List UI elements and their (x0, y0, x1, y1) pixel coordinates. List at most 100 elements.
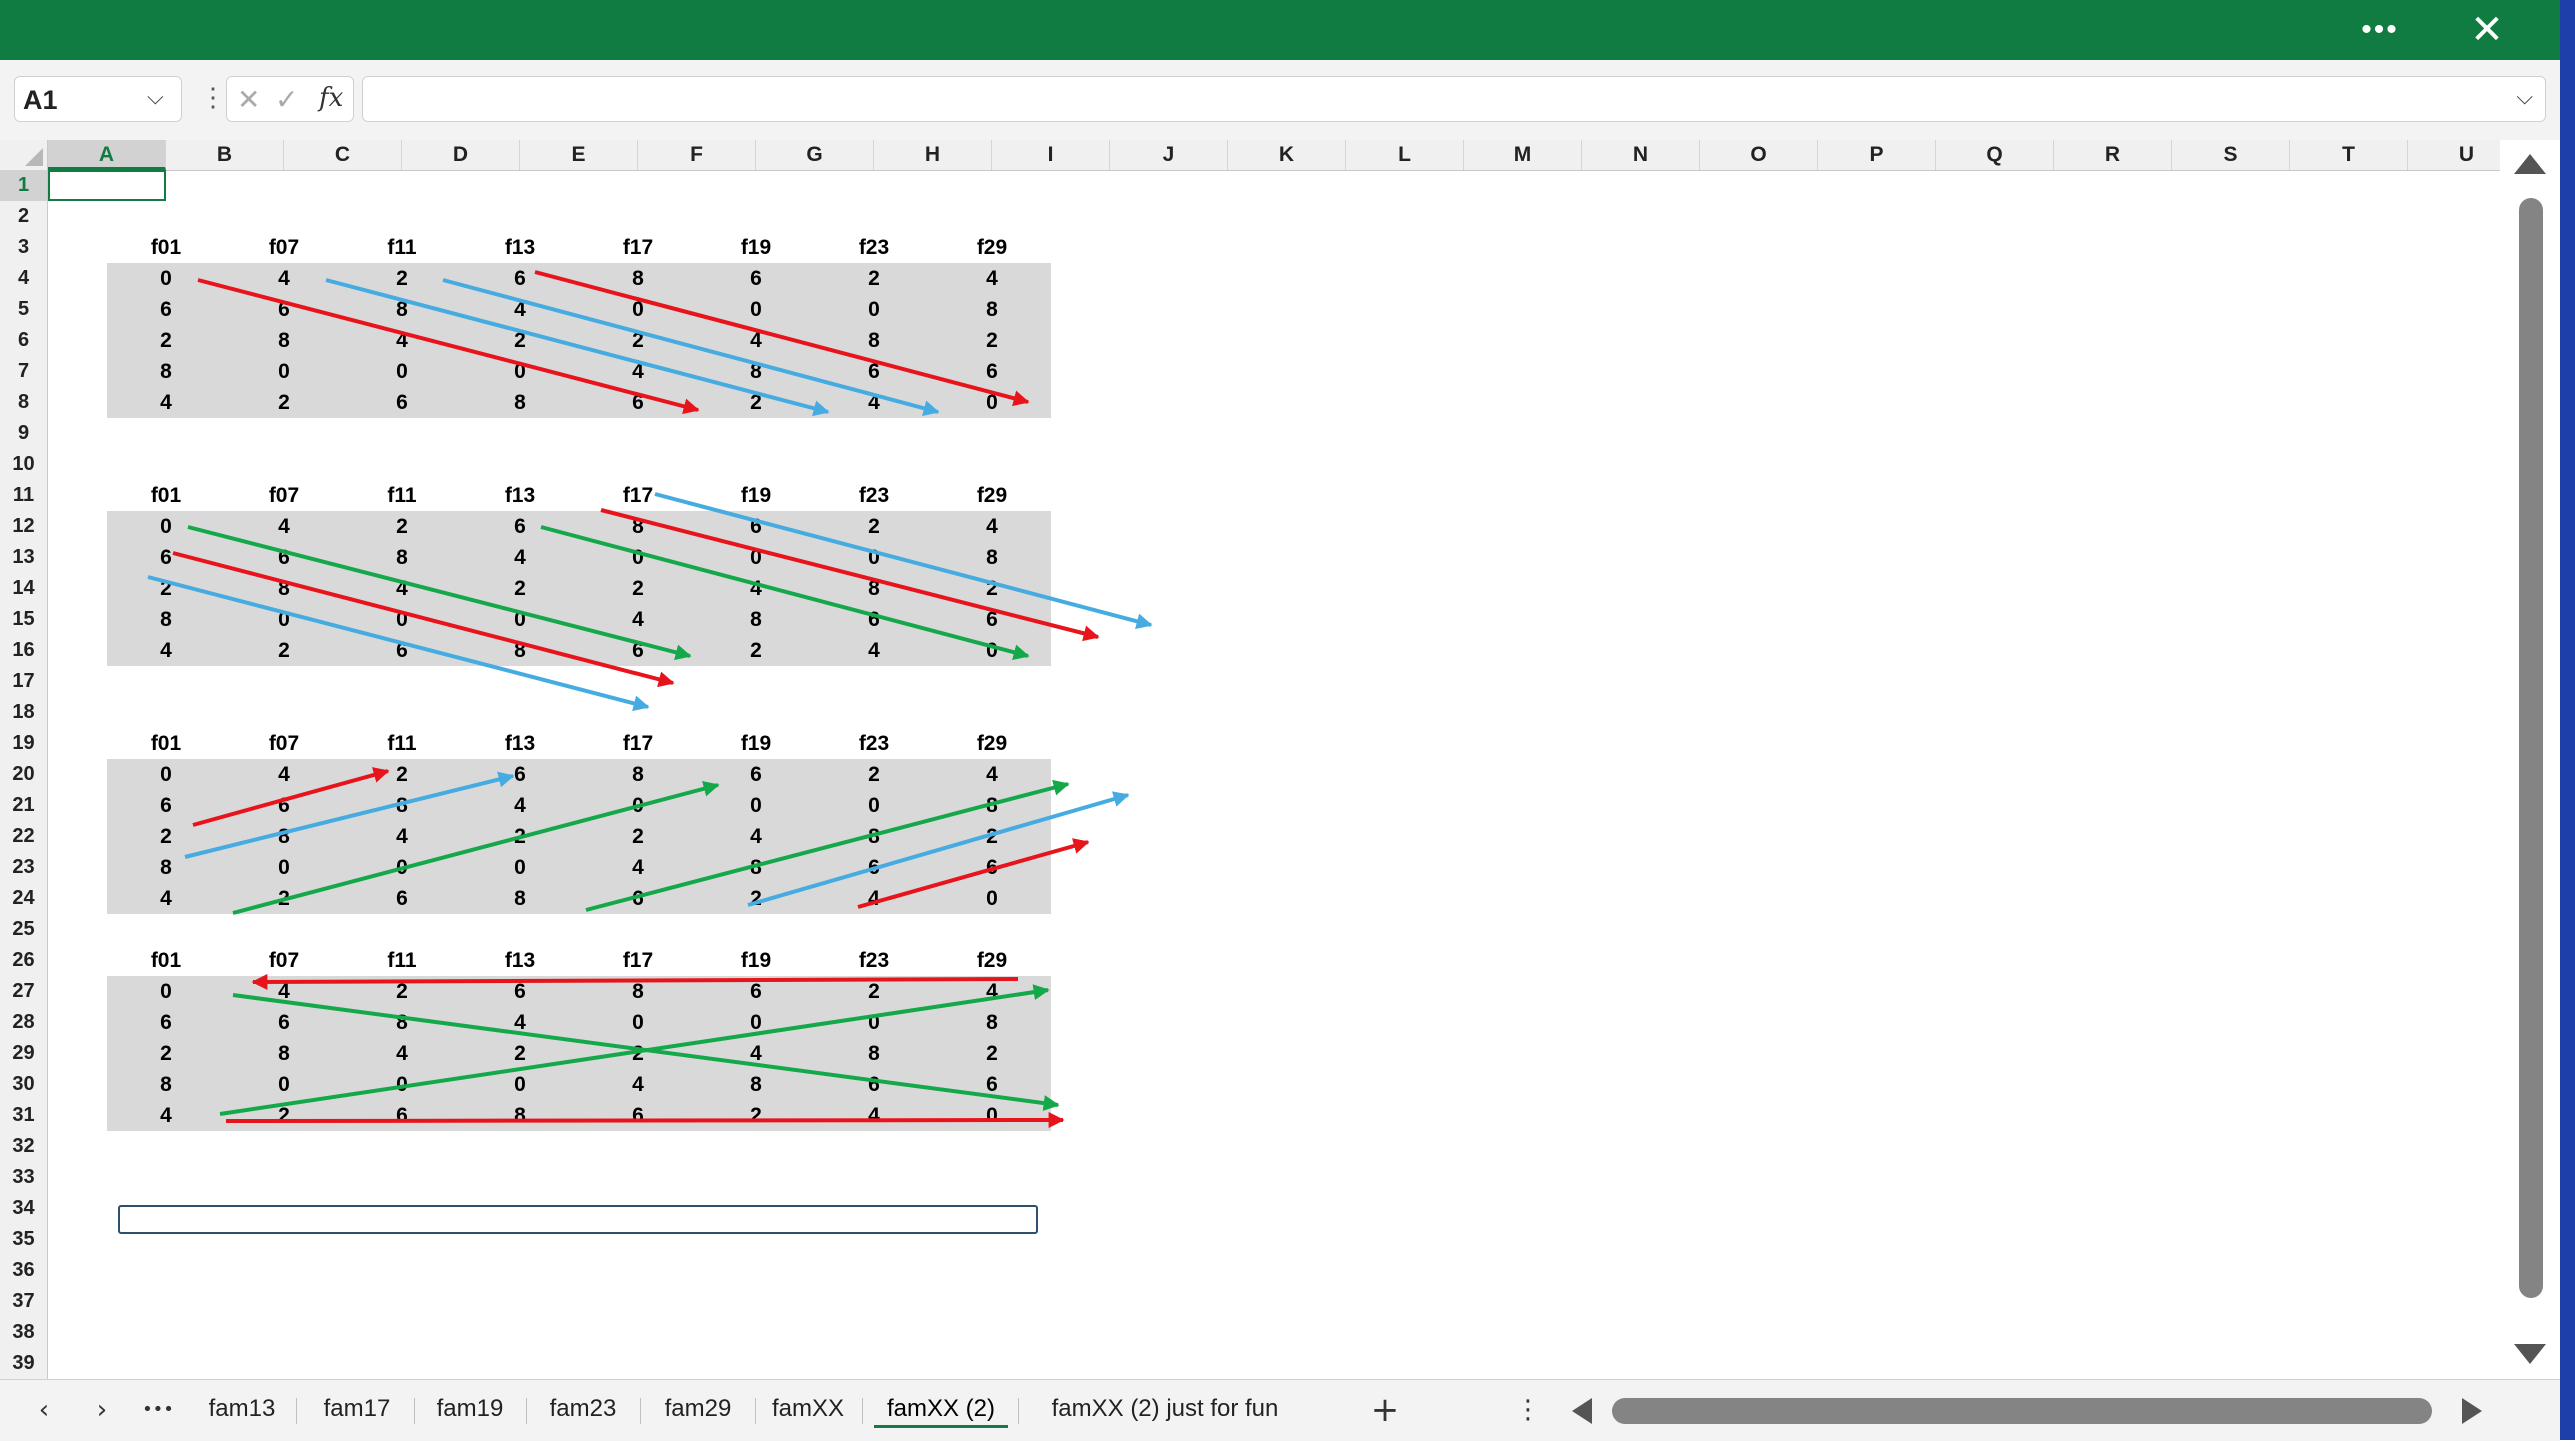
table-header-cell[interactable]: f23 (858, 949, 890, 972)
row-header-29[interactable]: 29 (12, 1042, 35, 1064)
sheet-options-icon[interactable]: ⋮ (1515, 1395, 1541, 1425)
table-cell[interactable]: 2 (396, 980, 408, 1003)
table-header-cell[interactable]: f13 (504, 949, 536, 972)
table-cell[interactable]: 4 (160, 639, 172, 662)
table-cell[interactable]: 6 (160, 298, 172, 321)
table-cell[interactable]: 6 (750, 763, 762, 786)
table-cell[interactable]: 2 (514, 329, 526, 352)
column-header-p[interactable]: P (1818, 140, 1936, 170)
column-header-g[interactable]: G (756, 140, 874, 170)
table-header-cell[interactable]: f13 (504, 484, 536, 507)
table-header-cell[interactable]: f11 (387, 236, 417, 259)
table-cell[interactable]: 6 (632, 391, 644, 414)
table-cell[interactable]: 8 (514, 887, 526, 910)
vertical-scrollbar[interactable] (2500, 140, 2560, 1379)
red-arrow[interactable] (857, 838, 1090, 909)
table-cell[interactable]: 0 (868, 546, 880, 569)
red-arrow[interactable] (192, 767, 390, 827)
row-header-11[interactable]: 11 (12, 484, 35, 506)
table-cell[interactable]: 6 (632, 887, 644, 910)
row-header-32[interactable]: 32 (12, 1135, 35, 1157)
row-header-25[interactable]: 25 (12, 918, 35, 940)
table-cell[interactable]: 8 (750, 1073, 762, 1096)
sheet-tab-fam13[interactable]: fam13 (190, 1386, 294, 1432)
table-cell[interactable]: 8 (632, 515, 644, 538)
table-header-cell[interactable]: f07 (268, 484, 300, 507)
table-cell[interactable]: 8 (278, 825, 290, 848)
chevron-down-icon[interactable]: ⌵ (147, 85, 164, 110)
table-cell[interactable]: 4 (750, 1042, 762, 1065)
table-cell[interactable]: 8 (278, 1042, 290, 1065)
red-arrow[interactable] (197, 278, 700, 415)
table-cell[interactable]: 0 (868, 1011, 880, 1034)
table-cell[interactable]: 0 (632, 546, 644, 569)
row-header-37[interactable]: 37 (12, 1290, 35, 1312)
column-header-o[interactable]: O (1700, 140, 1818, 170)
column-header-s[interactable]: S (2172, 140, 2290, 170)
table-cell[interactable]: 8 (278, 329, 290, 352)
table-cell[interactable]: 6 (868, 360, 880, 383)
table-cell[interactable]: 4 (986, 267, 998, 290)
table-cell[interactable]: 2 (632, 825, 644, 848)
table-header-cell[interactable]: f29 (976, 949, 1008, 972)
row-header-23[interactable]: 23 (12, 856, 35, 878)
insert-function-icon[interactable]: fx (319, 83, 344, 113)
table-cell[interactable]: 4 (160, 391, 172, 414)
table-cell[interactable]: 2 (750, 887, 762, 910)
table-cell[interactable]: 8 (868, 329, 880, 352)
table-cell[interactable]: 0 (396, 608, 408, 631)
table-cell[interactable]: 8 (396, 794, 408, 817)
row-header-22[interactable]: 22 (12, 825, 35, 847)
table-header-cell[interactable]: f07 (268, 732, 300, 755)
green-arrow[interactable] (585, 779, 1070, 912)
table-cell[interactable]: 0 (750, 1011, 762, 1034)
table-cell[interactable]: 2 (632, 577, 644, 600)
table-cell[interactable]: 6 (986, 360, 998, 383)
column-header-a[interactable]: A (48, 140, 166, 170)
scroll-right-icon[interactable] (2462, 1398, 2482, 1424)
table-cell[interactable]: 4 (396, 825, 408, 848)
table-cell[interactable]: 2 (868, 267, 880, 290)
table-cell[interactable]: 2 (514, 1042, 526, 1065)
table-cell[interactable]: 8 (514, 1104, 526, 1127)
table-cell[interactable]: 6 (750, 267, 762, 290)
table-cell[interactable]: 6 (160, 1011, 172, 1034)
more-sheets-icon[interactable]: ••• (142, 1399, 174, 1420)
table-cell[interactable]: 6 (160, 794, 172, 817)
table-cell[interactable]: 2 (396, 763, 408, 786)
chevron-right-icon[interactable]: › (96, 1395, 108, 1425)
table-cell[interactable]: 2 (868, 980, 880, 1003)
green-arrow[interactable] (219, 984, 1050, 1116)
table-cell[interactable]: 0 (278, 856, 290, 879)
table-cell[interactable]: 2 (160, 825, 172, 848)
table-cell[interactable]: 0 (868, 298, 880, 321)
table-cell[interactable]: 4 (278, 267, 290, 290)
table-cell[interactable]: 2 (986, 329, 998, 352)
chevron-left-icon[interactable]: ‹ (38, 1395, 50, 1425)
table-cell[interactable]: 0 (986, 887, 998, 910)
sheet-tab-fam29[interactable]: fam29 (643, 1386, 753, 1432)
vertical-dots-icon[interactable]: ⋮ (200, 82, 226, 112)
row-header-12[interactable]: 12 (12, 515, 35, 537)
row-header-38[interactable]: 38 (12, 1321, 35, 1343)
row-header-9[interactable]: 9 (17, 422, 30, 444)
table-header-cell[interactable]: f01 (150, 732, 182, 755)
table-cell[interactable]: 2 (632, 1042, 644, 1065)
table-cell[interactable]: 8 (514, 639, 526, 662)
table-cell[interactable]: 4 (632, 608, 644, 631)
table-header-cell[interactable]: f23 (858, 236, 890, 259)
blue-arrow[interactable] (654, 492, 1153, 630)
column-header-t[interactable]: T (2290, 140, 2408, 170)
green-arrow[interactable] (540, 525, 1030, 661)
table-cell[interactable]: 8 (278, 577, 290, 600)
table-cell[interactable]: 6 (868, 608, 880, 631)
table-header-cell[interactable]: f11 (387, 949, 417, 972)
table-cell[interactable]: 6 (278, 298, 290, 321)
table-cell[interactable]: 0 (278, 608, 290, 631)
table-cell[interactable]: 0 (396, 1073, 408, 1096)
table-header-cell[interactable]: f19 (740, 484, 772, 507)
row-header-10[interactable]: 10 (12, 453, 35, 475)
table-cell[interactable]: 6 (868, 1073, 880, 1096)
table-cell[interactable]: 0 (160, 515, 172, 538)
add-sheet-button[interactable]: + (1370, 1390, 1400, 1430)
